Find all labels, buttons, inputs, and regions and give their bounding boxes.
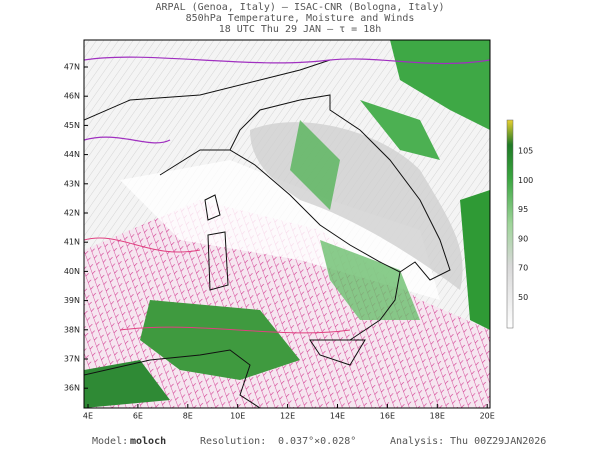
- lat-labels: 47N 46N 45N 44N 43N 42N 41N 40N 39N 38N 37N 36N: [64, 63, 88, 393]
- lon-label: 8E: [183, 412, 193, 421]
- footer-label: Model:: [92, 436, 128, 447]
- footer-label: Analysis:: [390, 436, 444, 447]
- header: ARPAL (Genoa, Italy) – ISAC-CNR (Bologna…: [156, 2, 445, 35]
- footer-label: Resolution:: [200, 436, 266, 447]
- header-line: 850hPa Temperature, Moisture and Winds: [186, 13, 415, 24]
- header-line: 18 UTC Thu 29 JAN – τ = 18h: [219, 24, 382, 35]
- header-line: ARPAL (Genoa, Italy) – ISAC-CNR (Bologna…: [156, 2, 445, 13]
- colorbar-label: 95: [518, 205, 528, 214]
- coastlines: [84, 59, 451, 408]
- lat-label: 46N: [64, 92, 80, 101]
- lat-label: 43N: [64, 179, 80, 188]
- colorbar-label: 105: [518, 147, 533, 156]
- lon-label: 14E: [330, 412, 345, 421]
- lat-label: 42N: [64, 209, 80, 218]
- colorbar-labels: 105 100 95 90 70 50: [518, 147, 533, 303]
- lon-label: 6E: [133, 412, 143, 421]
- isotherms: [84, 56, 490, 144]
- colorbar: [506, 119, 514, 329]
- map-frame: [83, 39, 491, 409]
- lat-label: 37N: [64, 355, 80, 364]
- footer: Model: moloch Resolution: 0.037°×0.028° …: [92, 436, 546, 447]
- lat-label: 39N: [64, 296, 80, 305]
- lat-label: 36N: [64, 384, 80, 393]
- lon-label: 12E: [280, 412, 295, 421]
- lon-label: 16E: [380, 412, 395, 421]
- isotherms: [84, 237, 351, 334]
- lon-label: 10E: [230, 412, 245, 421]
- lon-label: 20E: [480, 412, 495, 421]
- colorbar-label: 100: [518, 176, 533, 185]
- lat-label: 38N: [64, 325, 80, 334]
- lon-label: 18E: [430, 412, 445, 421]
- lat-label: 44N: [64, 150, 80, 159]
- lon-label: 4E: [83, 412, 93, 421]
- lat-label: 45N: [64, 121, 80, 130]
- colorbar-label: 70: [518, 264, 528, 273]
- colorbar-label: 90: [518, 234, 528, 243]
- footer-value: 0.037°×0.028°: [278, 436, 356, 447]
- lat-label: 41N: [64, 238, 80, 247]
- footer-value: moloch: [130, 436, 166, 447]
- lat-label: 40N: [64, 267, 80, 276]
- colorbar-label: 50: [518, 293, 528, 302]
- footer-value: Thu 00Z29JAN2026: [450, 436, 546, 447]
- lon-labels: 4E 6E 8E 10E 12E 14E 16E 18E 20E: [83, 404, 495, 421]
- lat-label: 47N: [64, 63, 80, 72]
- map: [84, 40, 490, 408]
